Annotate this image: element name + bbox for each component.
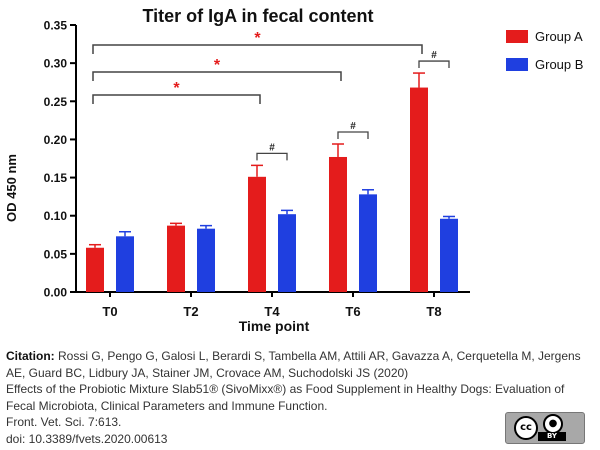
legend: Group A Group B bbox=[506, 29, 583, 72]
group-significance-hash: # bbox=[350, 121, 356, 132]
attribution-person-icon: ● bbox=[543, 414, 563, 434]
x-tick-label: T8 bbox=[426, 304, 441, 319]
citation-authors-line: Citation: Rossi G, Pengo G, Galosi L, Be… bbox=[6, 348, 596, 381]
citation-journal: Front. Vet. Sci. 7:613. bbox=[6, 415, 122, 430]
x-tick-label: T0 bbox=[102, 304, 117, 319]
y-tick-label: 0.30 bbox=[44, 57, 68, 71]
citation-authors: Rossi G, Pengo G, Galosi L, Berardi S, T… bbox=[6, 349, 581, 380]
bar bbox=[167, 225, 185, 292]
cc-by-license-badge[interactable]: cc ● BY bbox=[505, 412, 585, 444]
chart-title: Titer of IgA in fecal content bbox=[142, 6, 373, 26]
bar bbox=[359, 194, 377, 292]
bar bbox=[86, 247, 104, 292]
group-bracket bbox=[337, 131, 369, 140]
legend-swatch bbox=[506, 30, 528, 43]
y-tick-label: 0.05 bbox=[44, 247, 68, 261]
citation-block: Citation: Rossi G, Pengo G, Galosi L, Be… bbox=[6, 348, 596, 448]
x-tick-label: T4 bbox=[264, 304, 280, 319]
creative-commons-icon: cc bbox=[514, 416, 538, 440]
y-tick-label: 0.15 bbox=[44, 171, 68, 185]
bar bbox=[410, 87, 428, 292]
significance-star: * bbox=[214, 57, 221, 74]
bar-chart: Titer of IgA in fecal content OD 450 nm … bbox=[4, 6, 583, 334]
significance-bracket bbox=[92, 44, 423, 54]
group-significance-hash: # bbox=[269, 142, 275, 153]
bar bbox=[278, 214, 296, 292]
legend-label: Group A bbox=[535, 29, 583, 44]
citation-doi: doi: 10.3389/fvets.2020.00613 bbox=[6, 431, 168, 446]
bar bbox=[116, 236, 134, 292]
significance-star: * bbox=[173, 80, 180, 97]
y-axis-label: OD 450 nm bbox=[4, 154, 19, 222]
x-tick-label: T6 bbox=[345, 304, 360, 319]
by-label: BY bbox=[538, 432, 566, 441]
bar bbox=[248, 176, 266, 292]
significance-star: * bbox=[254, 30, 261, 47]
legend-label: Group B bbox=[535, 57, 583, 72]
y-tick-label: 0.20 bbox=[44, 133, 68, 147]
bar bbox=[197, 228, 215, 292]
group-bracket bbox=[418, 60, 450, 69]
y-tick-label: 0.10 bbox=[44, 209, 68, 223]
bar bbox=[329, 156, 347, 292]
citation-title: Effects of the Probiotic Mixture Slab51®… bbox=[6, 382, 565, 413]
group-bracket bbox=[256, 152, 288, 161]
bar bbox=[440, 218, 458, 292]
y-tick-label: 0.25 bbox=[44, 95, 68, 109]
legend-swatch bbox=[506, 58, 528, 71]
group-significance-hash: # bbox=[431, 50, 437, 61]
significance-bracket bbox=[92, 71, 342, 81]
significance-bracket bbox=[92, 94, 261, 104]
x-axis-label: Time point bbox=[239, 318, 310, 334]
y-tick-label: 0.35 bbox=[44, 19, 68, 33]
citation-label: Citation: bbox=[6, 349, 55, 363]
x-tick-label: T2 bbox=[183, 304, 198, 319]
plot-area: 0.00 0.05 0.10 0.15 0.20 0.25 0.30 0.35 T0 T2 T4 T6… bbox=[44, 19, 470, 319]
y-tick-label: 0.00 bbox=[44, 286, 68, 300]
